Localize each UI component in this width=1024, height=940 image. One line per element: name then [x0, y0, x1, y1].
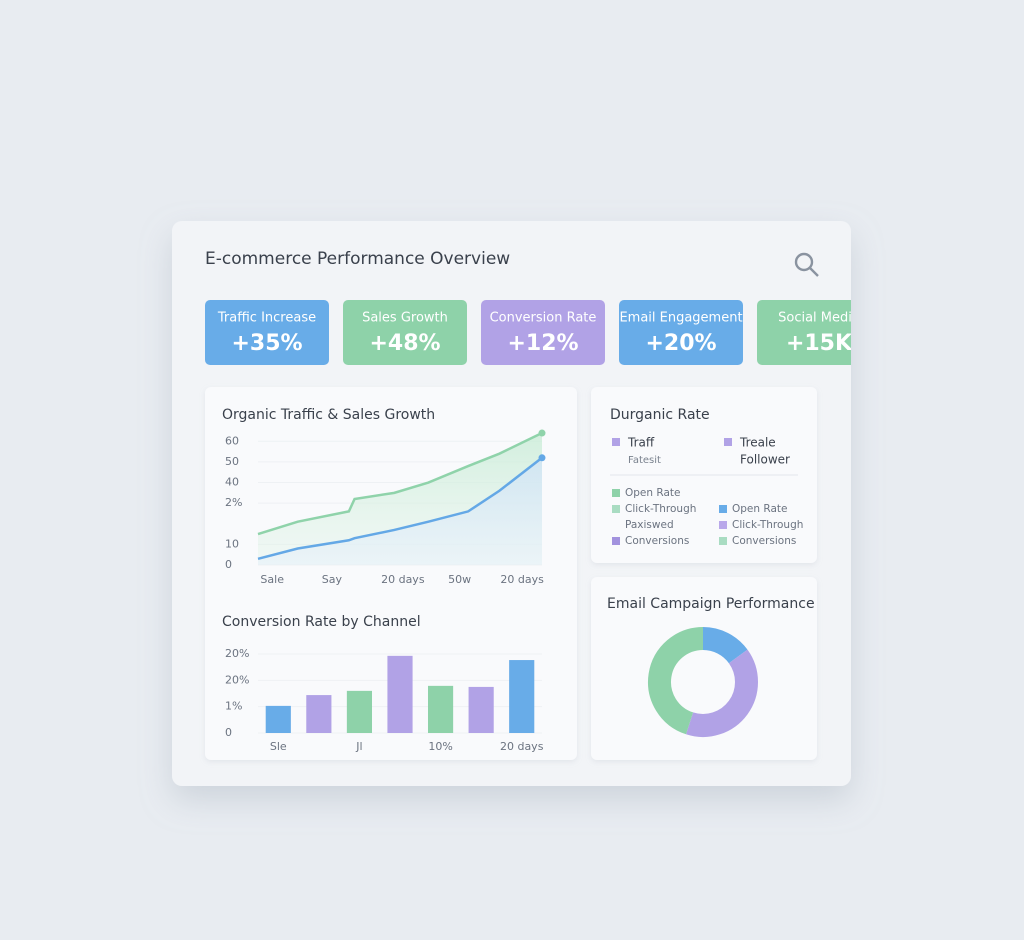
bar — [265, 705, 291, 733]
x-tick-label: 50w — [448, 573, 471, 586]
donut-slice — [702, 627, 748, 664]
legend-label: Traff — [627, 436, 655, 450]
legend-label: Paxiswed — [625, 519, 674, 531]
line-end-marker — [538, 429, 546, 437]
bar — [509, 660, 535, 733]
x-tick-label: 20 days — [500, 573, 544, 586]
series-area — [258, 457, 542, 565]
x-tick-label: Jl — [355, 740, 362, 753]
chart-title: Conversion Rate by Channel — [222, 614, 421, 630]
legend-swatch — [724, 438, 732, 446]
kpi-card — [481, 300, 605, 365]
kpi-card — [619, 300, 743, 365]
kpi-card — [757, 300, 851, 365]
legend-label: Click-Through — [732, 519, 803, 531]
kpi-value: +48% — [369, 331, 440, 356]
legend-swatch — [719, 505, 727, 513]
y-tick-label: 2% — [225, 496, 242, 509]
donut-slice — [686, 649, 758, 737]
legend-label: Conversions — [732, 535, 796, 547]
legend-sublabel: Fatesit — [628, 455, 661, 466]
kpi-card — [205, 300, 329, 365]
legend-label: Conversions — [625, 535, 689, 547]
y-tick-label: 20% — [225, 673, 249, 686]
x-tick-label: Sale — [260, 573, 284, 586]
y-tick-label: 50 — [225, 455, 239, 468]
legend-swatch — [719, 521, 727, 529]
chart-title: Organic Traffic & Sales Growth — [222, 407, 435, 423]
legend-label: Open Rate — [625, 487, 680, 499]
card-content: E-commerce Performance Overview Traffic … — [205, 249, 860, 760]
series-line — [257, 456, 543, 561]
bar — [306, 695, 332, 733]
kpi-value: +35% — [231, 331, 302, 356]
y-tick-label: 40 — [225, 476, 239, 489]
legend-label: Click-Through — [625, 503, 696, 515]
x-tick-label: Say — [322, 573, 343, 586]
bar — [427, 685, 454, 733]
kpi-label: Social Media — [778, 311, 860, 326]
y-tick-label: 1% — [225, 700, 242, 713]
legend-label: Treale — [739, 436, 776, 450]
bar — [468, 686, 494, 733]
kpi-label: Conversion Rate — [490, 311, 597, 326]
kpi-value: +15K — [786, 331, 853, 356]
x-tick-label: 10% — [428, 740, 452, 753]
x-tick-label: 20 days — [381, 573, 425, 586]
series-line — [257, 431, 543, 536]
x-tick-label: 20 days — [500, 740, 544, 753]
legend-title: Durganic Rate — [610, 407, 710, 423]
y-tick-label: 10 — [225, 537, 239, 550]
panel — [591, 577, 817, 760]
legend-sublabel: Follower — [740, 453, 790, 467]
y-tick-label: 20% — [225, 647, 249, 660]
x-tick-label: Sle — [270, 740, 287, 753]
kpi-label: Email Engagement — [619, 311, 742, 326]
line-end-marker — [538, 454, 546, 462]
kpi-card — [343, 300, 467, 365]
legend-swatch — [612, 489, 620, 497]
kpi-value: +20% — [645, 331, 716, 356]
kpi-value: +12% — [507, 331, 578, 356]
bar — [346, 690, 373, 733]
bar — [387, 655, 413, 733]
y-tick-label: 0 — [225, 726, 232, 739]
chart-title: Email Campaign Performance — [607, 596, 815, 612]
legend-swatch — [612, 505, 620, 513]
kpi-label: Traffic Increase — [217, 311, 316, 326]
legend-swatch — [719, 537, 727, 545]
legend-swatch — [612, 537, 620, 545]
donut-slice — [648, 627, 704, 735]
y-tick-label: 0 — [225, 558, 232, 571]
legend-swatch — [612, 438, 620, 446]
page-title: E-commerce Performance Overview — [205, 249, 510, 269]
search-icon[interactable] — [794, 252, 819, 277]
legend-label: Open Rate — [732, 503, 787, 515]
kpi-label: Sales Growth — [362, 311, 448, 326]
y-tick-label: 60 — [225, 434, 239, 447]
